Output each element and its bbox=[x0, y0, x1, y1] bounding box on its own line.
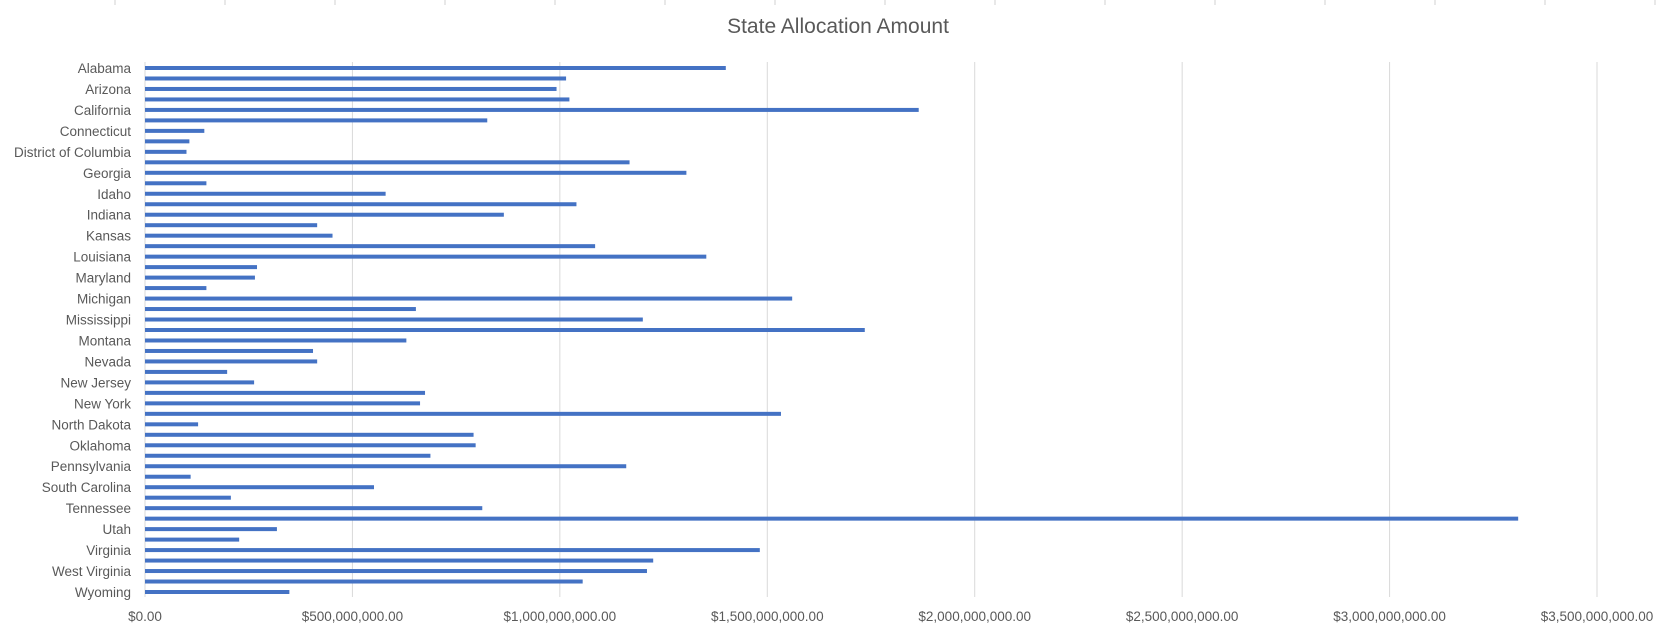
bar bbox=[145, 244, 596, 249]
bar bbox=[145, 128, 205, 133]
bar bbox=[145, 411, 781, 416]
bar bbox=[145, 181, 207, 186]
bar bbox=[145, 548, 760, 553]
y-tick-label: Louisiana bbox=[73, 250, 131, 265]
bar bbox=[145, 118, 488, 123]
bar bbox=[145, 495, 231, 500]
bar bbox=[145, 390, 426, 395]
bar bbox=[145, 338, 407, 343]
y-tick-label: Indiana bbox=[87, 208, 132, 223]
bar bbox=[145, 317, 643, 322]
bar bbox=[145, 380, 255, 385]
x-tick-label: $3,000,000,000.00 bbox=[1333, 609, 1446, 624]
x-tick-label: $3,500,000,000.00 bbox=[1541, 609, 1654, 624]
y-tick-label: Wyoming bbox=[75, 585, 131, 600]
y-tick-label: Nevada bbox=[84, 354, 131, 369]
bar bbox=[145, 275, 255, 280]
y-tick-label: Oklahoma bbox=[69, 438, 131, 453]
bar bbox=[145, 401, 421, 406]
y-tick-label: Arizona bbox=[85, 82, 131, 97]
bar bbox=[145, 212, 504, 217]
y-tick-label: Montana bbox=[78, 333, 131, 348]
bar bbox=[145, 202, 577, 207]
bar bbox=[145, 558, 654, 563]
bar bbox=[145, 223, 318, 228]
bar bbox=[145, 569, 647, 574]
y-tick-label: Michigan bbox=[77, 292, 131, 307]
chart-title: State Allocation Amount bbox=[727, 15, 949, 38]
bar bbox=[145, 307, 416, 312]
y-tick-label: New York bbox=[74, 396, 131, 411]
y-tick-label: Kansas bbox=[86, 229, 131, 244]
y-tick-label: Tennessee bbox=[66, 501, 131, 516]
y-tick-label: Connecticut bbox=[60, 124, 132, 139]
bar bbox=[145, 422, 199, 427]
y-tick-label: Idaho bbox=[97, 187, 131, 202]
y-tick-label: California bbox=[74, 103, 132, 118]
bar bbox=[145, 170, 687, 175]
bar bbox=[145, 537, 240, 542]
bar bbox=[145, 149, 187, 154]
y-tick-label: Utah bbox=[102, 522, 131, 537]
y-tick-label: Mississippi bbox=[66, 313, 131, 328]
bar bbox=[145, 265, 258, 270]
x-tick-label: $0.00 bbox=[128, 609, 162, 624]
bar bbox=[145, 453, 431, 458]
bar bbox=[145, 579, 583, 584]
y-tick-label: Georgia bbox=[83, 166, 132, 181]
y-tick-label: South Carolina bbox=[42, 480, 132, 495]
x-tick-label: $2,500,000,000.00 bbox=[1126, 609, 1239, 624]
y-tick-label: Pennsylvania bbox=[51, 459, 132, 474]
bar bbox=[145, 443, 476, 448]
x-tick-label: $2,000,000,000.00 bbox=[918, 609, 1031, 624]
bar bbox=[145, 590, 290, 594]
bar bbox=[145, 328, 865, 332]
y-tick-label: Virginia bbox=[86, 543, 131, 558]
x-tick-label: $500,000,000.00 bbox=[302, 609, 403, 624]
y-tick-label: District of Columbia bbox=[14, 145, 132, 160]
bar bbox=[145, 506, 483, 511]
y-tick-label: West Virginia bbox=[52, 564, 132, 579]
x-tick-label: $1,500,000,000.00 bbox=[711, 609, 824, 624]
bar bbox=[145, 369, 228, 374]
bar bbox=[145, 432, 474, 437]
bar bbox=[145, 254, 707, 259]
bar bbox=[145, 286, 207, 291]
y-tick-label: New Jersey bbox=[60, 375, 131, 390]
bar bbox=[145, 464, 627, 469]
bar bbox=[145, 139, 190, 144]
bar bbox=[145, 76, 567, 81]
bar bbox=[145, 527, 277, 532]
bar bbox=[145, 160, 630, 165]
bar bbox=[145, 97, 570, 102]
bar bbox=[145, 359, 318, 364]
bar bbox=[145, 66, 726, 70]
bar bbox=[145, 107, 919, 112]
x-tick-label: $1,000,000,000.00 bbox=[504, 609, 617, 624]
y-tick-label: Alabama bbox=[78, 61, 132, 76]
bar bbox=[145, 348, 314, 353]
y-tick-label: Maryland bbox=[75, 271, 131, 286]
y-tick-label: North Dakota bbox=[51, 417, 131, 432]
bar bbox=[145, 86, 557, 91]
bar bbox=[145, 191, 386, 196]
bar bbox=[145, 233, 333, 238]
bar bbox=[145, 485, 375, 490]
bar bbox=[145, 474, 191, 479]
bar bbox=[145, 516, 1519, 521]
bar bbox=[145, 296, 793, 301]
